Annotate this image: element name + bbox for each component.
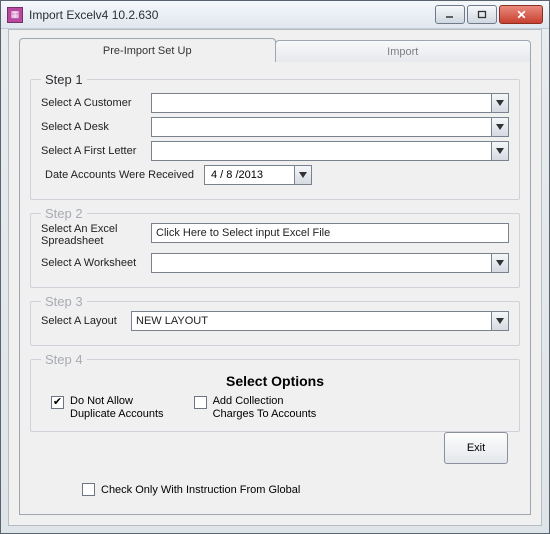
combo-layout[interactable]: NEW LAYOUT [131, 311, 509, 331]
step1-group: Step 1 Select A Customer Select A Desk [30, 72, 520, 200]
tab-preimport[interactable]: Pre-Import Set Up [19, 38, 276, 62]
tabstrip: Pre-Import Set Up Import [19, 38, 531, 62]
row-select-worksheet: Select A Worksheet [41, 253, 509, 273]
row-select-excel: Select An Excel Spreadsheet Click Here t… [41, 223, 509, 247]
options-checks: ✔ Do Not Allow Duplicate Accounts Add Co… [41, 395, 509, 421]
step2-group: Step 2 Select An Excel Spreadsheet Click… [30, 206, 520, 288]
combo-customer[interactable] [151, 93, 509, 113]
close-button[interactable] [499, 5, 543, 24]
exit-button-label: Exit [467, 442, 485, 454]
combo-worksheet[interactable] [151, 253, 509, 273]
combo-first-letter[interactable] [151, 141, 509, 161]
row-date-received: Date Accounts Were Received 4 / 8 /2013 [41, 165, 509, 185]
chevron-down-icon [491, 118, 508, 136]
exit-button[interactable]: Exit [444, 432, 508, 464]
step3-legend: Step 3 [41, 294, 87, 309]
window-buttons [435, 5, 543, 24]
chevron-down-icon [491, 142, 508, 160]
checkbox-add-collection[interactable] [194, 396, 207, 409]
tab-import-label: Import [387, 46, 418, 58]
step4-legend: Step 4 [41, 352, 87, 367]
label-select-desk: Select A Desk [41, 121, 151, 133]
chevron-down-icon [491, 94, 508, 112]
label-select-first-letter: Select A First Letter [41, 145, 151, 157]
input-excel-file-text: Click Here to Select input Excel File [156, 227, 330, 239]
app-window: ▦ Import Excelv4 10.2.630 Pre-Import Set… [0, 0, 550, 534]
label-select-customer: Select A Customer [41, 97, 151, 109]
label-no-duplicate: Do Not Allow Duplicate Accounts [70, 395, 164, 421]
row-select-first-letter: Select A First Letter [41, 141, 509, 161]
checkbox-no-duplicate[interactable]: ✔ [51, 396, 64, 409]
client-area: Pre-Import Set Up Import Step 1 Select A… [8, 29, 542, 526]
datepicker-received[interactable]: 4 / 8 /2013 [204, 165, 312, 185]
step3-group: Step 3 Select A Layout NEW LAYOUT [30, 294, 520, 346]
chevron-down-icon [491, 254, 508, 272]
label-select-worksheet: Select A Worksheet [41, 257, 151, 269]
checkbox-instruction-global[interactable] [82, 483, 95, 496]
input-excel-file[interactable]: Click Here to Select input Excel File [151, 223, 509, 243]
window-title: Import Excelv4 10.2.630 [29, 8, 435, 22]
combo-layout-value: NEW LAYOUT [136, 315, 208, 327]
label-date-received: Date Accounts Were Received [45, 169, 194, 181]
step2-legend: Step 2 [41, 206, 87, 221]
tab-preimport-label: Pre-Import Set Up [103, 45, 192, 57]
chevron-down-icon [491, 312, 508, 330]
options-title: Select Options [41, 373, 509, 389]
label-select-excel: Select An Excel Spreadsheet [41, 223, 151, 247]
combo-desk[interactable] [151, 117, 509, 137]
exit-area: Exit [444, 432, 508, 464]
label-instruction-global: Check Only With Instruction From Global [101, 484, 300, 496]
step4-group: Step 4 Select Options ✔ Do Not Allow Dup… [30, 352, 520, 432]
row-select-desk: Select A Desk [41, 117, 509, 137]
chevron-down-icon [294, 166, 311, 184]
bottom-check-row: Check Only With Instruction From Global [82, 483, 300, 496]
step1-legend: Step 1 [41, 72, 87, 87]
titlebar: ▦ Import Excelv4 10.2.630 [1, 1, 549, 29]
label-select-layout: Select A Layout [41, 315, 131, 327]
datepicker-value: 4 / 8 /2013 [211, 169, 263, 181]
tab-import[interactable]: Import [275, 40, 532, 62]
row-select-layout: Select A Layout NEW LAYOUT [41, 311, 509, 331]
check-no-duplicate: ✔ Do Not Allow Duplicate Accounts [51, 395, 164, 421]
row-select-customer: Select A Customer [41, 93, 509, 113]
check-add-collection: Add Collection Charges To Accounts [194, 395, 317, 421]
maximize-button[interactable] [467, 5, 497, 24]
minimize-button[interactable] [435, 5, 465, 24]
tabpage-preimport: Step 1 Select A Customer Select A Desk [19, 62, 531, 515]
label-add-collection: Add Collection Charges To Accounts [213, 395, 317, 421]
app-icon: ▦ [7, 7, 23, 23]
